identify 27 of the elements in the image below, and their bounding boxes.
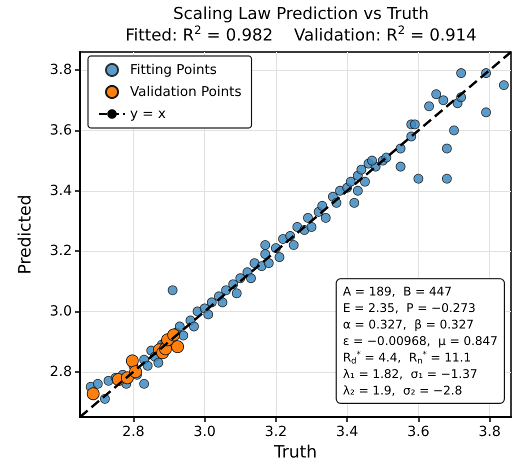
chart-title: Scaling Law Prediction vs Truth [173, 4, 429, 23]
legend-label: y = x [130, 106, 166, 122]
legend-label: Fitting Points [130, 62, 217, 78]
point [126, 354, 139, 368]
annotation: λ₁ = 1.82, σ₁ = −1.37 [342, 367, 478, 382]
y-tick-label: 3.2 [50, 243, 72, 260]
annotation: ε = −0.00968, μ = 0.847 [342, 334, 498, 348]
y-axis-title: Predicted [16, 194, 36, 274]
x-tick-label: 3.6 [407, 424, 430, 440]
x-tick-label: 3.2 [264, 424, 288, 440]
x-tick-label: 2.8 [122, 424, 145, 440]
y-tick-label: 3.6 [50, 122, 72, 138]
x-tick-label: 3.4 [336, 424, 358, 440]
point [171, 340, 184, 354]
annotation: α = 0.327, β = 0.327 [342, 318, 474, 332]
annotation: A = 189, B = 447 [342, 284, 452, 299]
x-axis-title: Truth [272, 442, 318, 462]
point [86, 387, 100, 400]
x-tick-label: 3.8 [478, 424, 501, 440]
x-tick-label: 3.0 [194, 424, 216, 440]
y-tick-label: 3.0 [50, 303, 72, 320]
legend-label: Validation Points [130, 84, 242, 100]
y-tick-label: 3.4 [50, 182, 72, 199]
annotation: E = 2.35, P = −0.273 [342, 301, 476, 316]
y-tick-label: 3.8 [50, 62, 72, 78]
annotation: λ₂ = 1.9, σ₂ = −2.8 [342, 384, 462, 398]
y-tick-label: 2.8 [50, 364, 72, 380]
